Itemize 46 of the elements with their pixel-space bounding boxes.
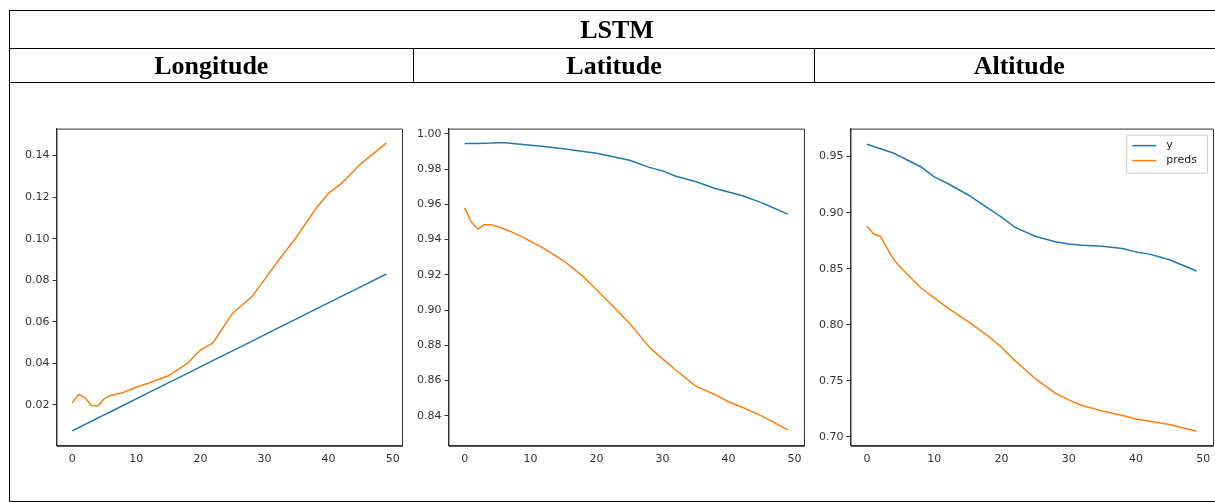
x-tick-label: 40 xyxy=(321,452,336,466)
x-tick-label: 0 xyxy=(68,452,76,466)
x-tick-label: 30 xyxy=(257,452,272,466)
y-tick-label: 1.00 xyxy=(416,126,442,140)
y-tick-label: 0.14 xyxy=(24,148,50,162)
text: LSTM xyxy=(580,15,654,44)
x-tick-label: 20 xyxy=(193,452,208,466)
y-tick-label: 0.94 xyxy=(416,232,442,246)
y-tick-label: 0.95 xyxy=(818,149,844,163)
y-tick-label: 0.84 xyxy=(416,408,442,422)
chart-title: Altitude xyxy=(815,49,1215,82)
y-tick-label: 0.96 xyxy=(416,197,442,211)
y-tick-label: 0.85 xyxy=(818,261,844,275)
y-tick-label: 0.90 xyxy=(818,205,844,219)
y-tick-label: 0.86 xyxy=(416,373,442,387)
y-tick-label: 0.90 xyxy=(416,302,442,316)
x-tick-label: 50 xyxy=(1196,452,1211,466)
x-tick-label: 30 xyxy=(655,452,670,466)
x-tick-label: 10 xyxy=(129,452,144,466)
x-tick-label: 40 xyxy=(721,452,736,466)
y-tick-label: 0.06 xyxy=(24,314,50,328)
x-tick-label: 20 xyxy=(589,452,604,466)
y-tick-label: 0.02 xyxy=(24,397,50,411)
y-tick-label: 0.04 xyxy=(24,356,50,370)
y-tick-label: 0.70 xyxy=(818,429,844,443)
chart-title: Longitude xyxy=(10,49,414,82)
x-tick-label: 10 xyxy=(927,452,942,466)
x-tick-label: 20 xyxy=(994,452,1009,466)
y-tick-label: 0.10 xyxy=(24,231,50,245)
chart-title: Latitude xyxy=(413,49,816,82)
y-tick-label: 0.08 xyxy=(24,273,50,287)
y-tick-label: 0.12 xyxy=(24,190,50,204)
x-tick-label: 0 xyxy=(863,452,871,466)
x-tick-label: 50 xyxy=(787,452,802,466)
x-tick-label: 0 xyxy=(461,452,469,466)
y-tick-label: 0.98 xyxy=(416,161,442,175)
x-tick-label: 10 xyxy=(523,452,538,466)
y-tick-label: 0.80 xyxy=(818,317,844,331)
legend-label: y xyxy=(1166,138,1174,152)
legend-label: preds xyxy=(1166,153,1198,167)
x-tick-label: 30 xyxy=(1061,452,1076,466)
y-tick-label: 0.88 xyxy=(416,338,442,352)
x-tick-label: 50 xyxy=(385,452,400,466)
x-tick-label: 40 xyxy=(1128,452,1143,466)
y-tick-label: 0.92 xyxy=(416,267,442,281)
y-tick-label: 0.75 xyxy=(818,373,844,387)
